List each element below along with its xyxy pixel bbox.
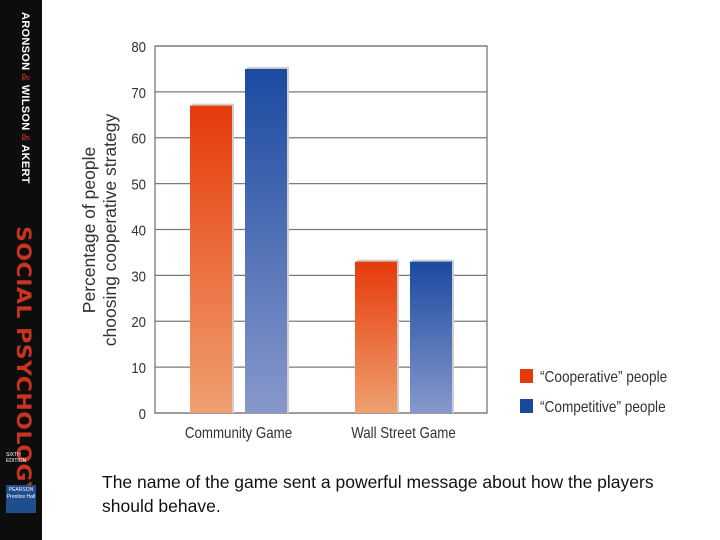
publisher-name: PEARSON Prentice Hall [6,487,36,500]
publisher-logo: PEARSON Prentice Hall [6,485,36,513]
bar-chart: 0 10 20 30 40 50 60 70 80 Community Game Wall Stre… [79,38,667,442]
y-tick-label: 10 [131,359,146,376]
y-tick-label: 20 [131,313,146,330]
y-tick-label: 60 [131,130,146,147]
x-category-label: Community Game [185,425,292,442]
slide-caption: The name of the game sent a powerful mes… [102,472,654,516]
legend-swatch [520,369,533,383]
legend-label: “Competitive” people [540,399,666,416]
y-tick-label: 50 [131,176,146,193]
book-edition: SIXTH EDITION [6,452,27,464]
bar-community-game-series-1 [245,68,287,413]
bar-community-game-series-0 [190,105,232,413]
legend-swatch [520,399,533,413]
y-tick-label: 70 [131,84,146,101]
y-tick-label: 0 [139,405,146,422]
y-axis-label-line: choosing cooperative strategy [100,114,120,347]
bar-wall-street-game-series-1 [410,261,452,413]
y-axis-label: Percentage of peoplechoosing cooperative… [79,114,120,347]
bar-wall-street-game-series-0 [355,261,397,413]
x-category-label: Wall Street Game [351,425,456,442]
y-tick-label: 30 [131,268,146,285]
y-tick-label: 80 [131,38,146,55]
y-axis-label-line: Percentage of people [79,147,99,313]
y-tick-label: 40 [131,222,146,239]
book-sidebar: ARONSON & WILSON & AKERT SOCIAL PSYCHOLO… [0,0,42,540]
plot-frame [154,45,488,414]
legend-label: “Cooperative” people [540,369,667,386]
